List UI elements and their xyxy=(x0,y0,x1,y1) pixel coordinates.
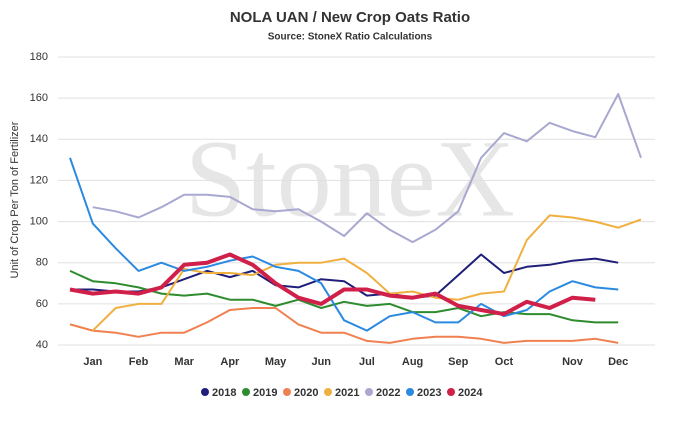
y-tick-label: 100 xyxy=(30,215,48,227)
legend-marker xyxy=(447,388,455,396)
x-tick-label: Mar xyxy=(174,356,194,368)
x-tick-label: Aug xyxy=(402,356,423,368)
legend-marker xyxy=(406,388,414,396)
series-line xyxy=(69,252,596,317)
x-tick-label: Dec xyxy=(608,356,628,368)
x-tick-label: Jul xyxy=(359,356,375,368)
legend-label: 2018 xyxy=(212,387,236,399)
legend-marker xyxy=(324,388,332,396)
legend-label: 2024 xyxy=(458,387,483,399)
chart-subtitle: Source: StoneX Ratio Calculations xyxy=(268,32,433,43)
legend-marker xyxy=(365,388,373,396)
x-tick-label: Sep xyxy=(448,356,468,368)
legend-marker xyxy=(242,388,250,396)
legend-label: 2023 xyxy=(417,387,441,399)
y-tick-label: 140 xyxy=(30,133,48,145)
x-tick-label: Feb xyxy=(129,356,149,368)
series-line xyxy=(92,93,642,244)
y-axis-label: Unit of Crop Per Ton of Fertilizer xyxy=(9,121,21,278)
y-tick-label: 120 xyxy=(30,174,48,186)
x-tick-label: Oct xyxy=(495,356,514,368)
x-tick-label: Jun xyxy=(311,356,331,368)
x-tick-label: Jan xyxy=(83,356,102,368)
legend-label: 2019 xyxy=(253,387,277,399)
legend-label: 2020 xyxy=(294,387,318,399)
legend-label: 2021 xyxy=(335,387,359,399)
legend-marker xyxy=(201,388,209,396)
x-tick-label: Apr xyxy=(220,356,240,368)
series-line xyxy=(69,157,619,332)
watermark: StoneX xyxy=(185,117,515,239)
series-line xyxy=(69,269,619,324)
y-tick-label: 40 xyxy=(36,339,48,351)
y-tick-label: 180 xyxy=(30,51,48,63)
series-line xyxy=(69,307,619,344)
series-line xyxy=(92,214,642,332)
legend-label: 2022 xyxy=(376,387,400,399)
y-tick-label: 60 xyxy=(36,298,48,310)
chart-title: NOLA UAN / New Crop Oats Ratio xyxy=(230,9,470,26)
legend-marker xyxy=(283,388,291,396)
x-tick-label: Nov xyxy=(562,356,584,368)
y-tick-label: 160 xyxy=(30,92,48,104)
x-tick-label: May xyxy=(265,356,287,368)
y-tick-label: 80 xyxy=(36,257,48,269)
